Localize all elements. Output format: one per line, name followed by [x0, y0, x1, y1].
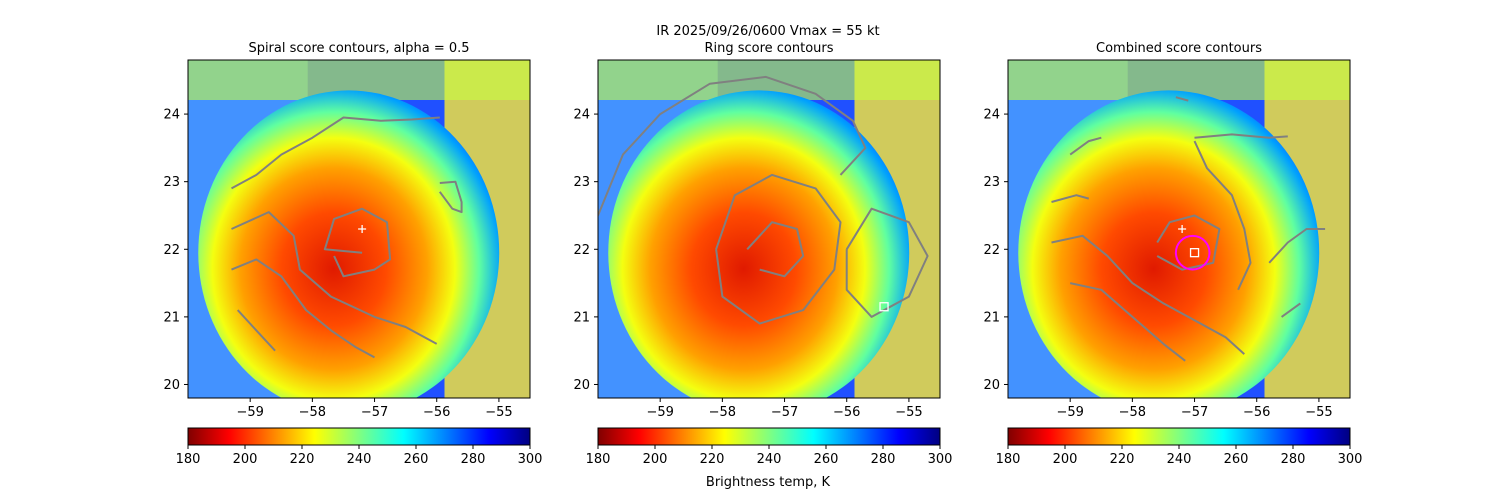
colorbar [1007, 427, 1351, 446]
x-tick-label: −56 [423, 405, 450, 420]
plot-frame [187, 59, 531, 399]
colorbar-tick-label: 240 [347, 452, 372, 467]
x-tick-label: −59 [236, 405, 263, 420]
contour-inner-ring [715, 173, 842, 325]
colorbar-tick-label: 220 [1110, 452, 1135, 467]
contour-western-band [231, 211, 438, 345]
y-tick-label: 23 [983, 175, 1000, 190]
panel-ring: Ring score contours −59 −58 −57 −56 −55 20 21 22… [573, 41, 952, 467]
contour-inner-spiral [746, 221, 805, 278]
colorbar-tick-label: 200 [643, 452, 668, 467]
colorbar-tick-label: 280 [871, 452, 896, 467]
colorbar-tick-label: 200 [233, 452, 258, 467]
colorbar-tick-label: 220 [290, 452, 315, 467]
colorbar-tick-label: 280 [461, 452, 486, 467]
panel-spiral: Spiral score contours, alpha = 0.5 −59 −58… [163, 41, 542, 467]
contour-south-band [1069, 282, 1186, 362]
x-tick-label: −56 [1243, 405, 1270, 420]
panel-title: Spiral score contours, alpha = 0.5 [248, 41, 469, 56]
colorbar-tick-label: 180 [176, 452, 201, 467]
y-tick-label: 24 [983, 108, 1000, 123]
x-tick-label: −57 [361, 405, 388, 420]
center-plus-marker [358, 225, 367, 233]
contour-north-tick [1175, 96, 1189, 102]
x-tick-label: −59 [1056, 405, 1083, 420]
panel-combined: Combined score contours −59 −58 −57 −56 −55 20… [983, 41, 1362, 467]
plot-area [598, 60, 940, 398]
x-tick-label: −56 [833, 405, 860, 420]
y-tick-label: 24 [163, 108, 180, 123]
colorbar-tick-label: 260 [814, 452, 839, 467]
x-tick-label: −58 [299, 405, 326, 420]
y-tick-label: 22 [573, 243, 590, 258]
suptitle: IR 2025/09/26/0600 Vmax = 55 kt [656, 24, 879, 39]
y-tick-label: 20 [983, 378, 1000, 393]
x-tick-label: −55 [1305, 405, 1332, 420]
x-tick-label: −57 [1181, 405, 1208, 420]
contour-west-arc [1051, 194, 1090, 203]
colorbar-tick-label: 280 [1281, 452, 1306, 467]
contour-east-curve [1193, 140, 1252, 291]
x-tick-label: −59 [646, 405, 673, 420]
plot-area [188, 60, 530, 398]
plot-frame [597, 59, 941, 399]
ir-storm-cloud [1018, 90, 1320, 398]
ir-storm-cloud [608, 90, 910, 398]
colorbar-tick-label: 200 [1053, 452, 1078, 467]
colorbar [597, 427, 941, 446]
y-tick-label: 23 [163, 175, 180, 190]
plot-area [1008, 60, 1350, 398]
square-marker [1189, 248, 1200, 258]
contour-sw-tail [236, 309, 276, 352]
y-tick-label: 21 [983, 310, 1000, 325]
colorbar-tick-label: 180 [586, 452, 611, 467]
y-tick-label: 22 [163, 243, 180, 258]
panel-title: Combined score contours [1096, 41, 1262, 56]
colorbar-tick-label: 240 [1167, 452, 1192, 467]
square-marker [879, 302, 889, 312]
x-tick-label: −55 [485, 405, 512, 420]
contour-west-band [1051, 234, 1245, 355]
contour-inner-loop [1156, 214, 1221, 271]
contour-north-arc [231, 116, 440, 190]
colorbar-tick-label: 180 [996, 452, 1021, 467]
contour-southern-band [231, 258, 375, 359]
x-tick-label: −58 [709, 405, 736, 420]
panel-title: Ring score contours [704, 41, 833, 56]
colorbar [187, 427, 531, 446]
colorbar-tick-label: 300 [928, 452, 953, 467]
contour-northern-ring [598, 75, 867, 216]
y-tick-label: 21 [573, 310, 590, 325]
contour-central-loop [323, 207, 392, 278]
y-tick-label: 21 [163, 310, 180, 325]
plot-frame [1007, 59, 1351, 399]
contour-eastern-cluster [845, 207, 929, 318]
x-tick-label: −55 [895, 405, 922, 420]
colorbar-tick-label: 300 [518, 452, 543, 467]
contour-ne-loop [438, 180, 463, 214]
y-tick-label: 22 [983, 243, 1000, 258]
colorbar-tick-label: 260 [1224, 452, 1249, 467]
contour-nw-tick [1069, 136, 1102, 156]
colorbar-tick-label: 260 [404, 452, 429, 467]
ir-storm-cloud [198, 90, 500, 398]
colorbar-label: Brightness temp, K [706, 475, 831, 490]
contour-northern-band [1194, 133, 1288, 139]
contour-east-arc [1268, 228, 1326, 264]
colorbar-tick-label: 300 [1338, 452, 1363, 467]
x-tick-label: −57 [771, 405, 798, 420]
y-tick-label: 20 [163, 378, 180, 393]
x-tick-label: −58 [1119, 405, 1146, 420]
colorbar-tick-label: 220 [700, 452, 725, 467]
y-tick-label: 24 [573, 108, 590, 123]
y-tick-label: 23 [573, 175, 590, 190]
y-tick-label: 20 [573, 378, 590, 393]
magenta-ring [1174, 234, 1211, 271]
colorbar-tick-label: 240 [757, 452, 782, 467]
center-plus-marker [1178, 225, 1187, 233]
contour-east-tail [1281, 302, 1301, 318]
